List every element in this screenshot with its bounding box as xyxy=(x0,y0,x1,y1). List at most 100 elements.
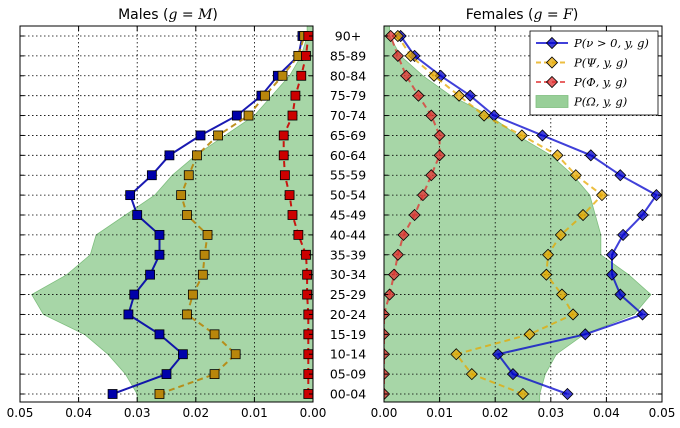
data-point xyxy=(579,328,592,341)
data-point xyxy=(182,210,192,220)
x-tick-label: 0.02 xyxy=(182,406,209,420)
age-label: 45-49 xyxy=(330,208,366,223)
data-point xyxy=(576,208,590,222)
x-tick-label: 0.05 xyxy=(649,406,676,420)
panel-title: Females (g = F) xyxy=(466,7,579,23)
plot-frame xyxy=(383,25,663,403)
data-point xyxy=(132,210,143,220)
panel-title: Males (g = M) xyxy=(118,7,218,23)
data-point xyxy=(391,49,404,62)
data-point xyxy=(584,149,597,162)
age-label: 80-84 xyxy=(330,68,366,83)
legend-label: P(Ω, y, g) xyxy=(573,95,627,109)
data-point xyxy=(182,309,192,320)
age-label: 50-54 xyxy=(330,188,366,203)
data-point xyxy=(296,70,307,81)
data-point xyxy=(465,368,478,381)
legend-swatch xyxy=(535,95,569,108)
age-label: 15-19 xyxy=(330,327,366,342)
x-tick-label: 0.01 xyxy=(426,406,453,420)
data-point xyxy=(387,268,401,281)
x-tick-label: 0.01 xyxy=(241,406,268,420)
data-point xyxy=(202,229,213,240)
data-point xyxy=(145,269,155,280)
data-point xyxy=(287,110,298,121)
age-label: 70-74 xyxy=(330,108,366,123)
data-point xyxy=(506,368,520,381)
males-panel: 0.05 0.04 0.03 0.02 0.01 0.00 Males (g = M) xyxy=(7,7,327,420)
data-point xyxy=(569,169,582,182)
plot-frame xyxy=(19,25,314,403)
legend: P(ν > 0, y, g) P(Ψ, y, g) P(Φ, y, g) P(Ω, y… xyxy=(529,30,659,116)
legend-marker xyxy=(545,75,559,89)
data-point xyxy=(279,170,290,181)
data-point xyxy=(125,190,136,201)
x-tick-label: 0.04 xyxy=(65,406,92,420)
data-point xyxy=(408,208,421,222)
data-point xyxy=(154,229,165,240)
data-point xyxy=(293,229,304,240)
age-group-labels: 00-04 05-09 10-14 15-19 20-24 25-29 30-34 35-39… xyxy=(330,29,366,402)
data-point xyxy=(516,387,530,401)
data-point xyxy=(107,389,118,399)
data-point xyxy=(650,189,662,202)
data-point xyxy=(154,329,165,340)
x-tick-label: 0.03 xyxy=(537,406,564,420)
data-point xyxy=(277,70,288,81)
legend-label: P(Ψ, y, g) xyxy=(573,56,628,70)
age-label: 85-89 xyxy=(330,48,366,63)
data-point xyxy=(161,369,172,380)
data-point xyxy=(199,249,210,260)
data-point xyxy=(243,110,254,121)
data-point xyxy=(555,288,568,301)
data-point xyxy=(146,170,157,181)
data-point xyxy=(425,109,438,122)
legend-item-nu: P(ν > 0, y, g) xyxy=(536,36,649,50)
data-point xyxy=(491,348,505,361)
data-point xyxy=(231,110,242,121)
age-label: 55-59 xyxy=(330,168,366,183)
data-point xyxy=(523,328,536,341)
data-point xyxy=(617,228,630,241)
data-point xyxy=(541,248,555,261)
data-point xyxy=(540,268,553,281)
data-point xyxy=(278,150,289,161)
data-point xyxy=(287,210,298,220)
data-point xyxy=(187,289,198,300)
data-point xyxy=(478,109,491,122)
data-point xyxy=(391,248,404,261)
age-label: 65-69 xyxy=(330,128,366,143)
data-point xyxy=(450,348,463,361)
series-nu xyxy=(394,29,662,401)
data-point xyxy=(464,89,477,102)
data-point xyxy=(636,308,649,321)
data-point xyxy=(433,149,446,162)
x-tick-label: 0.04 xyxy=(593,406,620,420)
data-point xyxy=(213,130,223,141)
data-point xyxy=(397,228,410,241)
data-point xyxy=(605,268,619,281)
data-point xyxy=(209,369,220,380)
age-label: 30-34 xyxy=(330,267,366,282)
data-point xyxy=(384,29,397,43)
age-label: 90+ xyxy=(335,29,361,44)
data-point xyxy=(178,349,188,360)
data-point xyxy=(515,129,528,142)
data-point xyxy=(636,208,649,222)
data-point xyxy=(197,269,208,280)
series-phi xyxy=(278,31,313,399)
data-point xyxy=(595,189,609,202)
age-label: 75-79 xyxy=(330,88,366,103)
age-label: 25-29 xyxy=(330,287,366,302)
age-label: 60-64 xyxy=(330,148,366,163)
x-tick-label: 0.05 xyxy=(7,406,34,420)
age-label: 20-24 xyxy=(330,307,366,322)
legend-marker xyxy=(545,36,559,50)
legend-item-psi: P(Ψ, y, g) xyxy=(536,56,628,70)
data-point xyxy=(164,150,175,161)
data-point xyxy=(209,329,220,340)
legend-item-phi: P(Φ, y, g) xyxy=(536,75,627,89)
data-point xyxy=(536,129,549,142)
data-point xyxy=(384,288,396,301)
